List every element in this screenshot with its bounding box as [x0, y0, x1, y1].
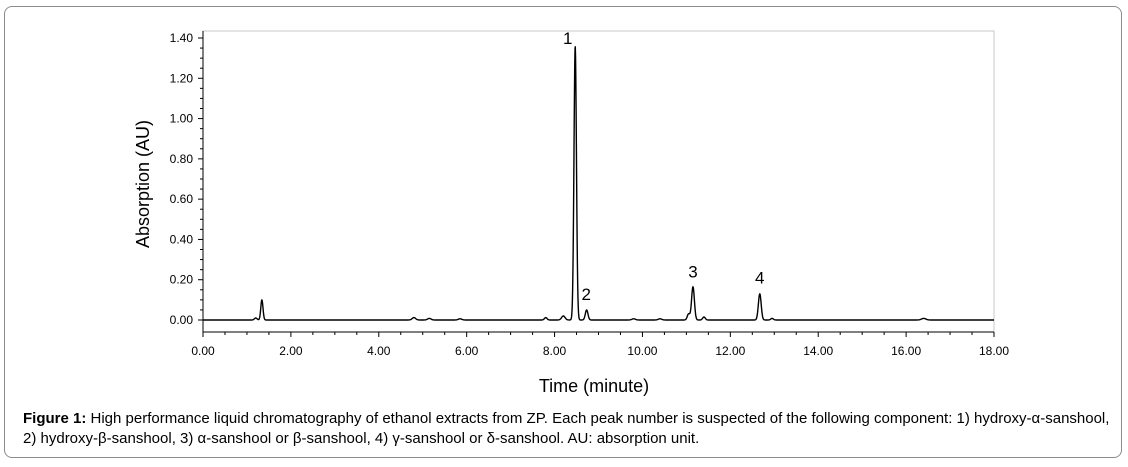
caption-label: Figure 1:	[23, 410, 87, 427]
x-tick-label: 8.00	[543, 344, 567, 358]
plot-area	[202, 30, 995, 333]
y-axis-ticks: 0.00 0.20 0.40 0.60 0.80 1.00 1.20 1.40	[170, 31, 203, 327]
caption-text: High performance liquid chromatography o…	[23, 410, 1110, 447]
y-tick-label: 0.20	[170, 273, 194, 287]
y-axis-title: Absorption (AU)	[133, 120, 153, 248]
y-tick-label: 1.20	[170, 71, 194, 85]
x-axis-ticks: 0.00 2.00 4.00 6.00 8.00 10.00 12.00 14.00 16.00…	[191, 332, 1009, 358]
peak-number-label: 1	[563, 29, 572, 48]
x-tick-label: 10.00	[627, 344, 657, 358]
x-tick-label: 4.00	[367, 344, 391, 358]
peak-number-label: 2	[581, 285, 590, 304]
figure-caption: Figure 1: High performance liquid chroma…	[23, 409, 1113, 449]
x-tick-label: 6.00	[455, 344, 479, 358]
y-tick-label: 0.80	[170, 152, 194, 166]
y-tick-label: 0.60	[170, 192, 194, 206]
peak-annotations: 1 2 3 4	[563, 29, 765, 304]
y-tick-label: 0.00	[170, 313, 194, 327]
x-axis-title: Time (minute)	[539, 376, 649, 396]
x-tick-label: 12.00	[715, 344, 745, 358]
x-tick-label: 2.00	[279, 344, 303, 358]
x-tick-label: 16.00	[891, 344, 921, 358]
chromatogram-chart: 0.00 2.00 4.00 6.00 8.00 10.00 12.00 14.00 16.00…	[133, 29, 1009, 396]
x-tick-label: 18.00	[979, 344, 1009, 358]
peak-number-label: 4	[755, 269, 764, 288]
figure-frame	[4, 6, 1122, 458]
x-tick-label: 0.00	[191, 344, 215, 358]
x-tick-label: 14.00	[803, 344, 833, 358]
y-tick-label: 0.40	[170, 232, 194, 246]
y-tick-label: 1.40	[170, 31, 194, 45]
y-tick-label: 1.00	[170, 112, 194, 126]
chromatogram-trace	[202, 46, 995, 321]
peak-number-label: 3	[688, 263, 697, 282]
